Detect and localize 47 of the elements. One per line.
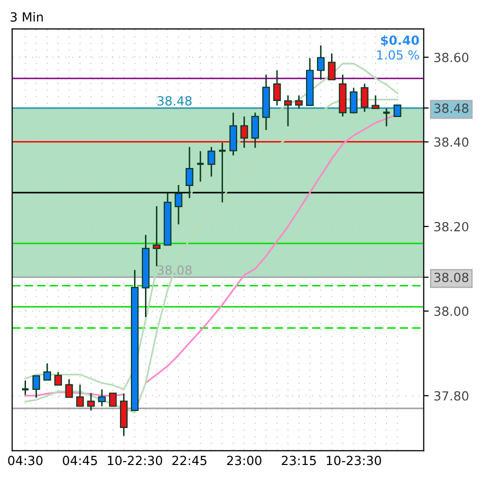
x-tick-label: 10-23:30	[326, 456, 382, 466]
candlestick	[360, 83, 368, 113]
annotation: 1.05 %	[377, 50, 419, 60]
y-tick-label: 38.48	[434, 103, 468, 113]
candlestick	[196, 150, 205, 182]
candlestick	[251, 112, 259, 148]
candlestick	[372, 94, 380, 110]
candlestick	[316, 44, 325, 80]
candlestick	[273, 70, 281, 106]
candlestick	[98, 388, 106, 407]
candlestick	[284, 94, 292, 127]
ref-line-label: 38.48	[158, 96, 192, 106]
x-tick-label: 04:45	[62, 456, 97, 466]
candlestick	[54, 371, 62, 386]
x-tick-label: 22:45	[172, 456, 206, 466]
candlestick	[328, 52, 336, 80]
candlestick	[152, 205, 160, 267]
candlestick	[240, 116, 248, 148]
candlestick	[87, 392, 95, 412]
candlestick	[76, 384, 84, 407]
candlestick	[350, 87, 358, 114]
candlestick	[20, 380, 30, 396]
candlestick	[382, 108, 391, 127]
ref-line-label: 38.08	[158, 265, 192, 275]
candlestick	[65, 378, 73, 398]
y-tick-label: 38.40	[434, 137, 468, 147]
x-tick-label: 04:30	[8, 456, 42, 466]
x-tick-label: 23:15	[282, 456, 316, 466]
candlestick	[295, 94, 303, 110]
candlestick	[394, 104, 402, 118]
candlestick	[208, 146, 216, 178]
y-tick-label: 38.60	[434, 52, 468, 62]
chart-title: 3 Min	[10, 12, 43, 22]
y-tick-label: 37.80	[434, 391, 468, 401]
y-tick-label: 38.08	[434, 272, 468, 282]
candlestick	[32, 375, 40, 398]
annotation: $0.40	[381, 35, 419, 47]
x-tick-label: 10-22:30	[108, 456, 162, 466]
candlestick	[174, 184, 182, 226]
candlestick	[109, 392, 117, 407]
candlestick	[218, 142, 227, 204]
y-tick-label: 38.00	[434, 306, 468, 316]
y-tick-label: 38.20	[434, 222, 468, 232]
candlestick	[186, 146, 194, 199]
line-series	[24, 62, 398, 390]
x-tick-label: 23:00	[227, 456, 262, 466]
candlestick	[43, 362, 52, 381]
